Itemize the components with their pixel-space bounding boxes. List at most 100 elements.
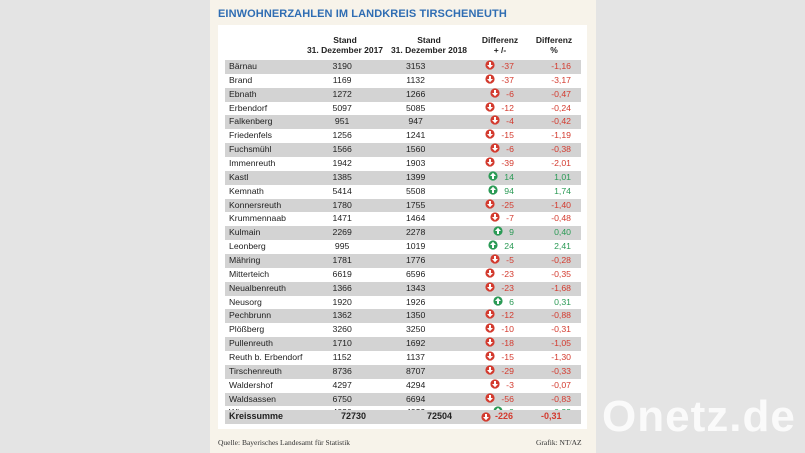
row-diff-value: -10 bbox=[501, 324, 514, 335]
row-stand-2018: 6694 bbox=[376, 392, 455, 407]
row-stand-2018: 1464 bbox=[376, 212, 455, 227]
table-row: Reuth b. Erbendorf 1152 1137 -15 -1,30 bbox=[225, 351, 581, 365]
row-pct: 0,31 bbox=[517, 295, 581, 310]
row-diff: -15 bbox=[454, 351, 518, 365]
table-row: Kulmain 2269 2278 9 0,40 bbox=[225, 226, 581, 241]
row-diff-value: -39 bbox=[501, 158, 514, 169]
arrow-down-icon bbox=[485, 60, 495, 74]
row-pct: -0,38 bbox=[517, 143, 581, 158]
row-stand-2017: 995 bbox=[307, 240, 377, 255]
row-stand-2017: 8736 bbox=[307, 364, 377, 379]
row-stand-2018: 1019 bbox=[376, 240, 455, 255]
arrow-up-icon bbox=[493, 226, 503, 240]
arrow-down-icon bbox=[485, 323, 495, 337]
row-pct: -0,83 bbox=[517, 392, 581, 407]
total-2017: 72730 bbox=[341, 411, 367, 421]
row-name: Reuth b. Erbendorf bbox=[225, 351, 308, 365]
arrow-down-icon bbox=[485, 268, 495, 282]
table-row: Bärnau 3190 3153 -37 -1,16 bbox=[225, 60, 581, 74]
row-stand-2017: 4297 bbox=[307, 378, 377, 393]
table-row: Neusorg 1920 1926 6 0,31 bbox=[225, 295, 581, 310]
arrow-down-icon bbox=[485, 365, 495, 379]
row-stand-2018: 1137 bbox=[376, 351, 455, 365]
header-diff-pct: Differenz % bbox=[526, 35, 582, 55]
row-diff-value: -6 bbox=[506, 144, 514, 155]
row-diff-value: -12 bbox=[501, 310, 514, 321]
header-stand-2018-line2: 31. Dezember 2018 bbox=[390, 45, 468, 55]
arrow-down-icon bbox=[481, 412, 491, 424]
header-stand-2017-line2: 31. Dezember 2017 bbox=[306, 45, 384, 55]
table-row: Leonberg 995 1019 24 2,41 bbox=[225, 240, 581, 255]
row-diff: -6 bbox=[454, 143, 518, 158]
table-row: Fuchsmühl 1566 1560 -6 -0,38 bbox=[225, 143, 581, 158]
row-diff-value: -37 bbox=[501, 75, 514, 86]
arrow-down-icon bbox=[485, 198, 495, 213]
row-stand-2017: 1781 bbox=[307, 254, 377, 268]
row-diff-value: 6 bbox=[509, 296, 514, 307]
row-stand-2018: 6596 bbox=[376, 267, 455, 282]
table-row: Falkenberg 951 947 -4 -0,42 bbox=[225, 115, 581, 130]
row-diff: -12 bbox=[454, 101, 518, 116]
row-pct: -0,47 bbox=[517, 87, 581, 102]
row-diff-value: -29 bbox=[501, 366, 514, 377]
table-row: Brand 1169 1132 -37 -3,17 bbox=[225, 73, 581, 88]
row-name: Brand bbox=[225, 73, 308, 88]
row-diff: -56 bbox=[454, 392, 518, 407]
row-name: Immenreuth bbox=[225, 157, 308, 171]
arrow-down-icon bbox=[490, 212, 500, 226]
row-stand-2017: 3190 bbox=[307, 60, 377, 74]
row-diff: 94 bbox=[454, 184, 518, 199]
row-diff-value: -5 bbox=[506, 255, 514, 266]
row-diff-value: 14 bbox=[504, 172, 514, 183]
header-diff-abs-line2: + /- bbox=[493, 45, 507, 55]
row-name: Konnersreuth bbox=[225, 198, 308, 213]
header-stand-2017-line1: Stand bbox=[333, 35, 357, 45]
row-stand-2018: 1903 bbox=[376, 157, 455, 171]
row-pct: -0,31 bbox=[517, 323, 581, 338]
row-stand-2017: 1256 bbox=[307, 129, 377, 144]
row-diff-value: -7 bbox=[506, 213, 514, 224]
row-name: Ebnath bbox=[225, 87, 308, 102]
row-stand-2017: 1920 bbox=[307, 295, 377, 310]
row-diff: -5 bbox=[454, 254, 518, 268]
row-pct: -2,01 bbox=[517, 157, 581, 171]
row-stand-2017: 1942 bbox=[307, 157, 377, 171]
row-diff-value: -15 bbox=[501, 130, 514, 141]
row-stand-2018: 8707 bbox=[376, 364, 455, 379]
row-pct: -0,33 bbox=[517, 364, 581, 379]
row-pct: -1,19 bbox=[517, 129, 581, 144]
row-name: Pechbrunn bbox=[225, 309, 308, 324]
row-stand-2018: 1241 bbox=[376, 129, 455, 144]
row-pct: -0,42 bbox=[517, 115, 581, 130]
row-name: Plößberg bbox=[225, 323, 308, 338]
arrow-up-icon bbox=[488, 171, 498, 185]
row-pct: -0,28 bbox=[517, 254, 581, 268]
row-pct: -1,05 bbox=[517, 337, 581, 352]
table-row: Immenreuth 1942 1903 -39 -2,01 bbox=[225, 157, 581, 171]
total-pct: -0,31 bbox=[541, 411, 562, 421]
row-stand-2017: 1169 bbox=[307, 73, 377, 88]
arrow-down-icon bbox=[485, 282, 495, 296]
arrow-down-icon bbox=[490, 88, 500, 102]
chart-title: EINWOHNERZAHLEN IM LANDKREIS TIRSCHENEUT… bbox=[218, 8, 507, 20]
row-diff: 9 bbox=[454, 226, 518, 241]
table-row: Konnersreuth 1780 1755 -25 -1,40 bbox=[225, 198, 581, 213]
table-row: Erbendorf 5097 5085 -12 -0,24 bbox=[225, 101, 581, 116]
graphic-credit: Grafik: NT/AZ bbox=[536, 438, 582, 447]
row-pct: -1,16 bbox=[517, 60, 581, 74]
row-stand-2017: 1272 bbox=[307, 87, 377, 102]
row-pct: 0,40 bbox=[517, 226, 581, 241]
row-diff: -39 bbox=[454, 157, 518, 171]
arrow-down-icon bbox=[485, 129, 495, 143]
row-diff-value: -4 bbox=[506, 116, 514, 127]
row-diff: -4 bbox=[454, 115, 518, 130]
row-diff-value: -23 bbox=[501, 282, 514, 293]
row-stand-2017: 2269 bbox=[307, 226, 377, 241]
row-stand-2017: 1362 bbox=[307, 309, 377, 324]
table-row: Kemnath 5414 5508 94 1,74 bbox=[225, 184, 581, 199]
table-row: Neualbenreuth 1366 1343 -23 -1,68 bbox=[225, 281, 581, 296]
total-diff: -226 bbox=[495, 411, 514, 421]
row-diff: -23 bbox=[454, 267, 518, 282]
row-pct: -0,24 bbox=[517, 101, 581, 116]
arrow-up-icon bbox=[488, 185, 498, 199]
